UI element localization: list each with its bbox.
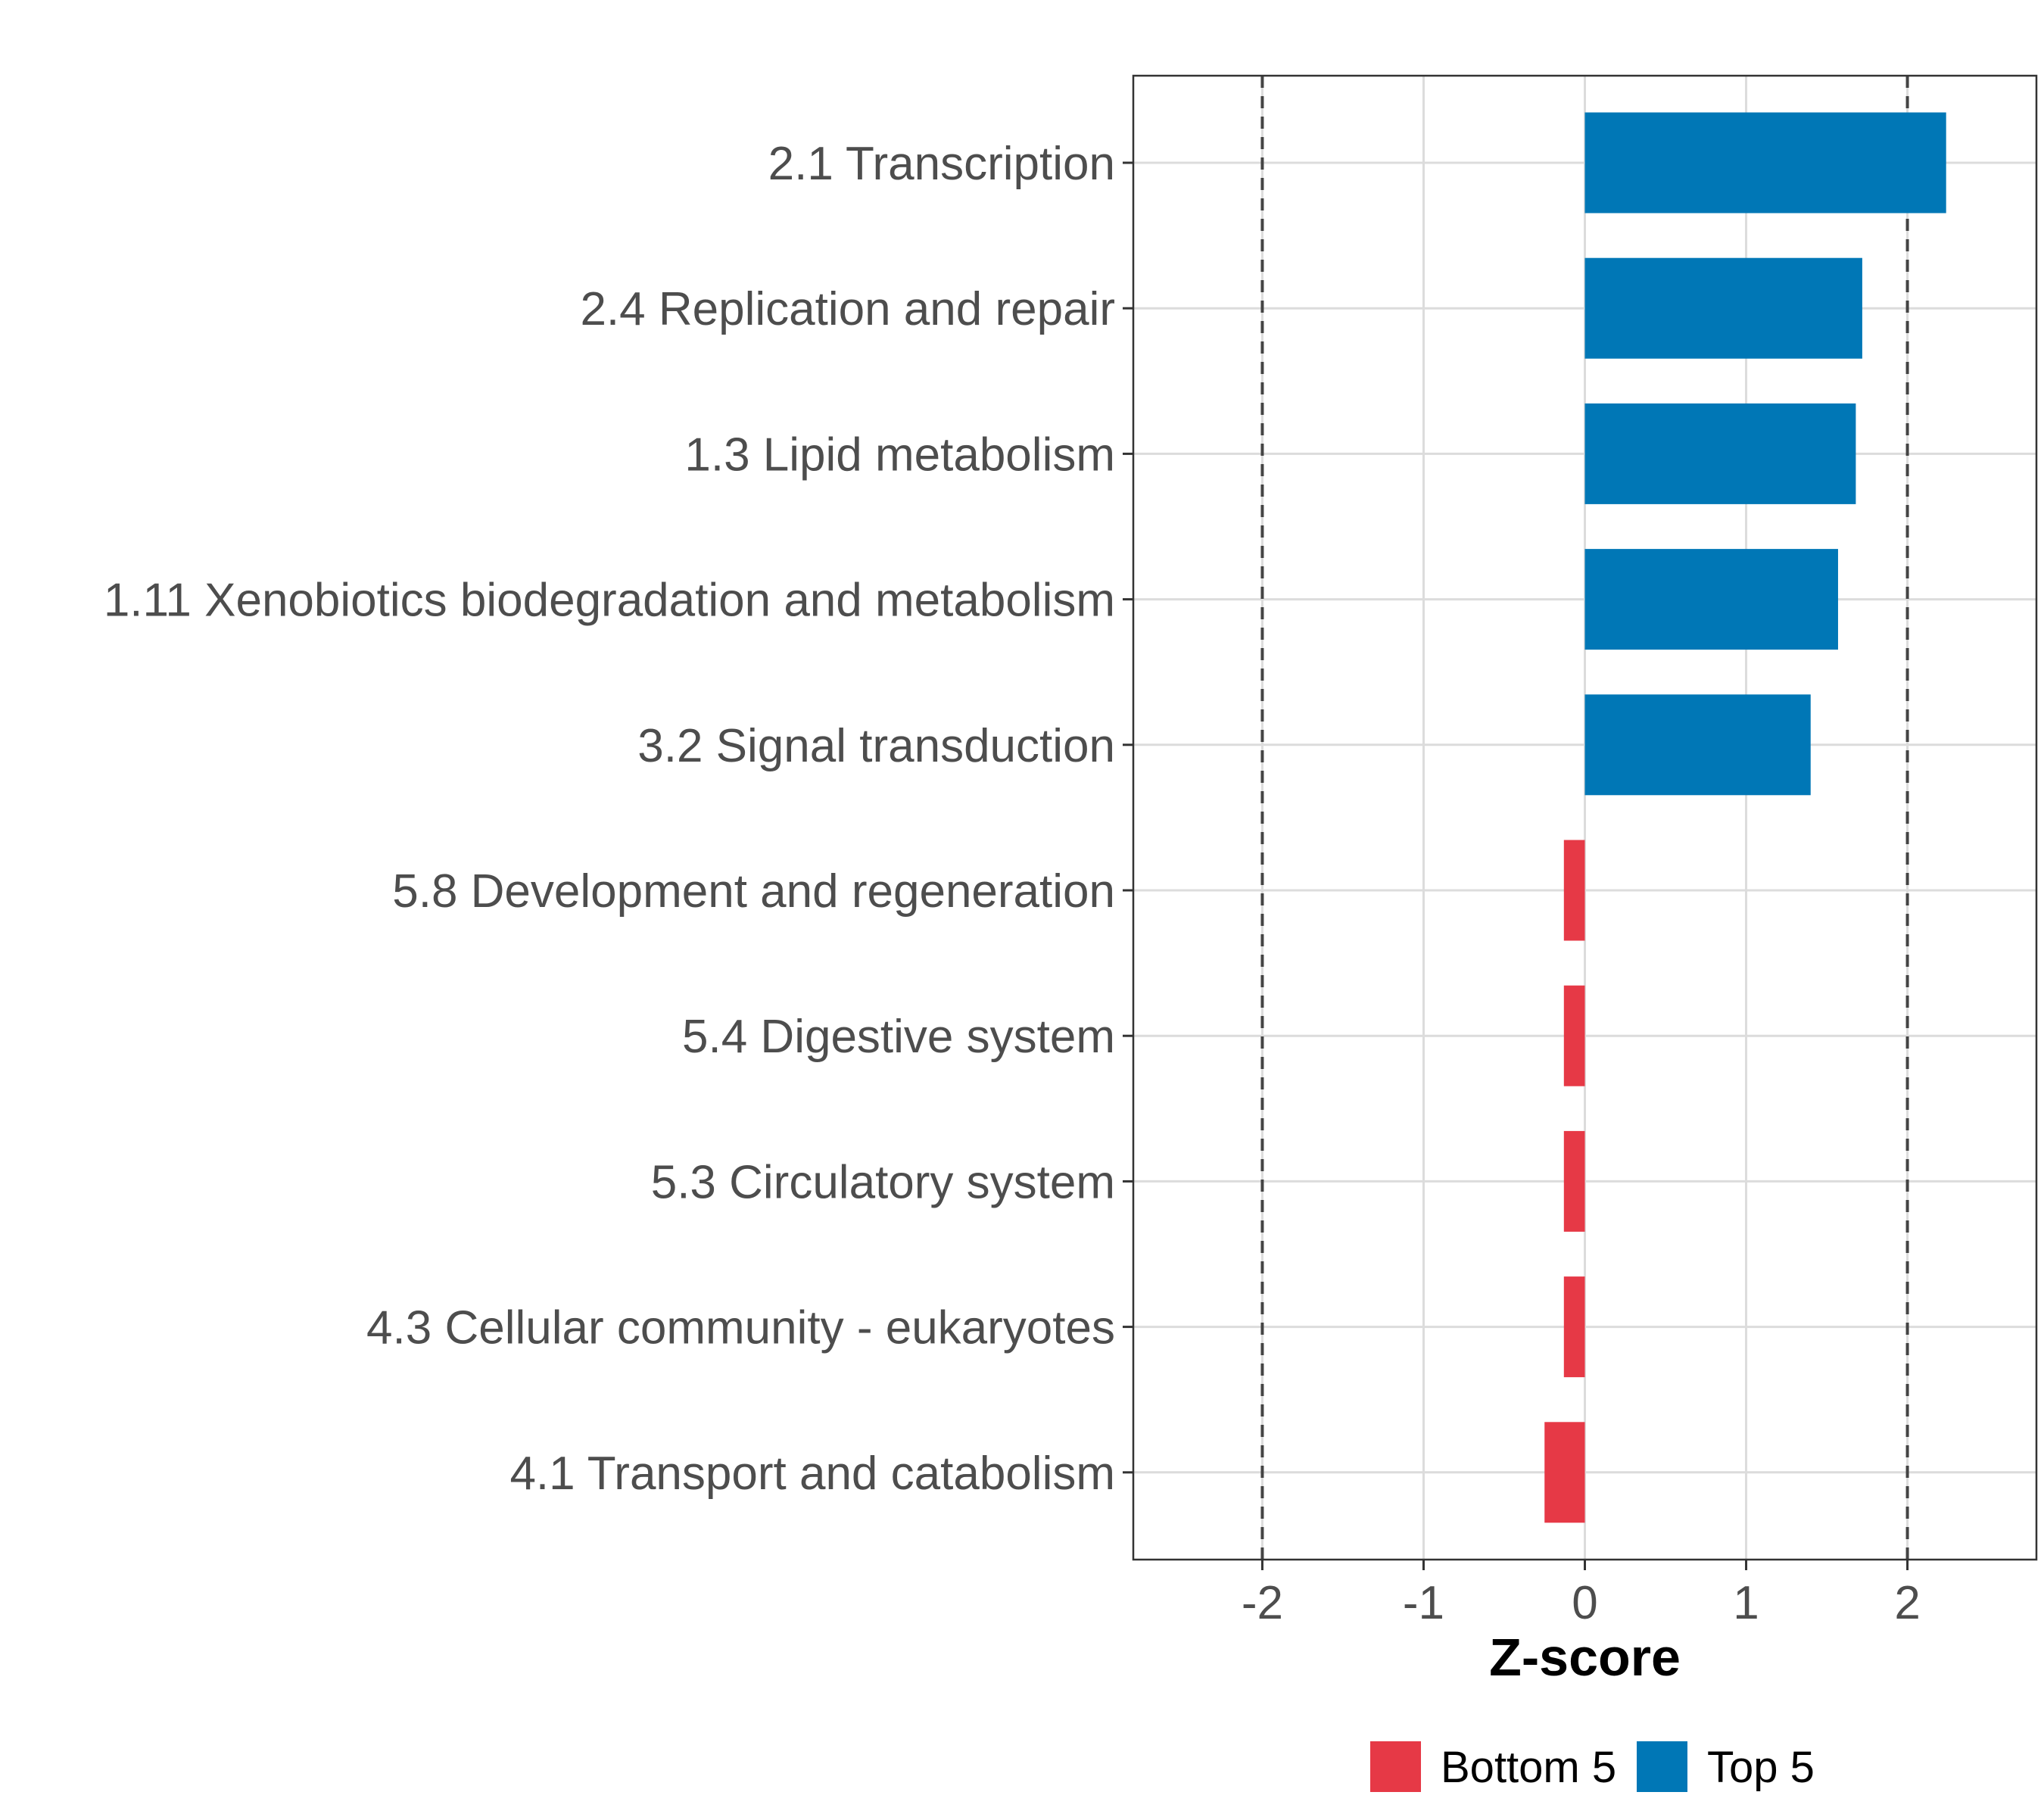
bar-5 xyxy=(1584,694,1811,796)
category-label: 4.3 Cellular community - eukaryotes xyxy=(366,1302,1115,1354)
legend-label-2: Top 5 xyxy=(1707,1743,1815,1792)
bar-9 xyxy=(1563,1276,1585,1378)
category-label: 2.1 Transcription xyxy=(768,138,1115,190)
bar-1 xyxy=(1584,112,1946,213)
category-label: 5.8 Development and regeneration xyxy=(392,865,1115,918)
x-axis-title: Z-score xyxy=(1489,1628,1681,1687)
legend-swatch-1 xyxy=(1370,1741,1421,1792)
legend: Bottom 5 Top 5 xyxy=(1370,1741,1815,1792)
x-tick-label: 1 xyxy=(1733,1577,1759,1629)
bars xyxy=(1544,112,1946,1523)
bar-7 xyxy=(1563,985,1585,1086)
bar-3 xyxy=(1584,403,1856,504)
bar-10 xyxy=(1544,1422,1585,1523)
category-label: 1.3 Lipid metabolism xyxy=(684,429,1115,481)
bar-4 xyxy=(1584,549,1838,650)
x-tick-label: -2 xyxy=(1242,1577,1283,1629)
category-label: 4.1 Transport and catabolism xyxy=(509,1448,1115,1500)
reference-lines xyxy=(1260,76,1909,1560)
legend-swatch-2 xyxy=(1637,1741,1687,1792)
bar-8 xyxy=(1563,1130,1585,1232)
category-label: 2.4 Replication and repair xyxy=(580,283,1115,335)
x-tick-label: -1 xyxy=(1403,1577,1444,1629)
x-tick-label: 2 xyxy=(1894,1577,1920,1629)
category-label: 5.4 Digestive system xyxy=(682,1011,1115,1063)
x-axis: -2 -1 0 1 2 xyxy=(1242,1560,1921,1629)
category-label: 3.2 Signal transduction xyxy=(637,720,1115,772)
category-label: 1.11 Xenobiotics biodegradation and meta… xyxy=(104,575,1115,627)
bar-2 xyxy=(1584,257,1862,359)
legend-label-1: Bottom 5 xyxy=(1441,1743,1616,1792)
y-axis: 2.1 Transcription 2.4 Replication and rep… xyxy=(104,138,1133,1500)
x-tick-label: 0 xyxy=(1572,1577,1597,1629)
bar-6 xyxy=(1563,840,1585,941)
category-label: 5.3 Circulatory system xyxy=(651,1156,1115,1208)
